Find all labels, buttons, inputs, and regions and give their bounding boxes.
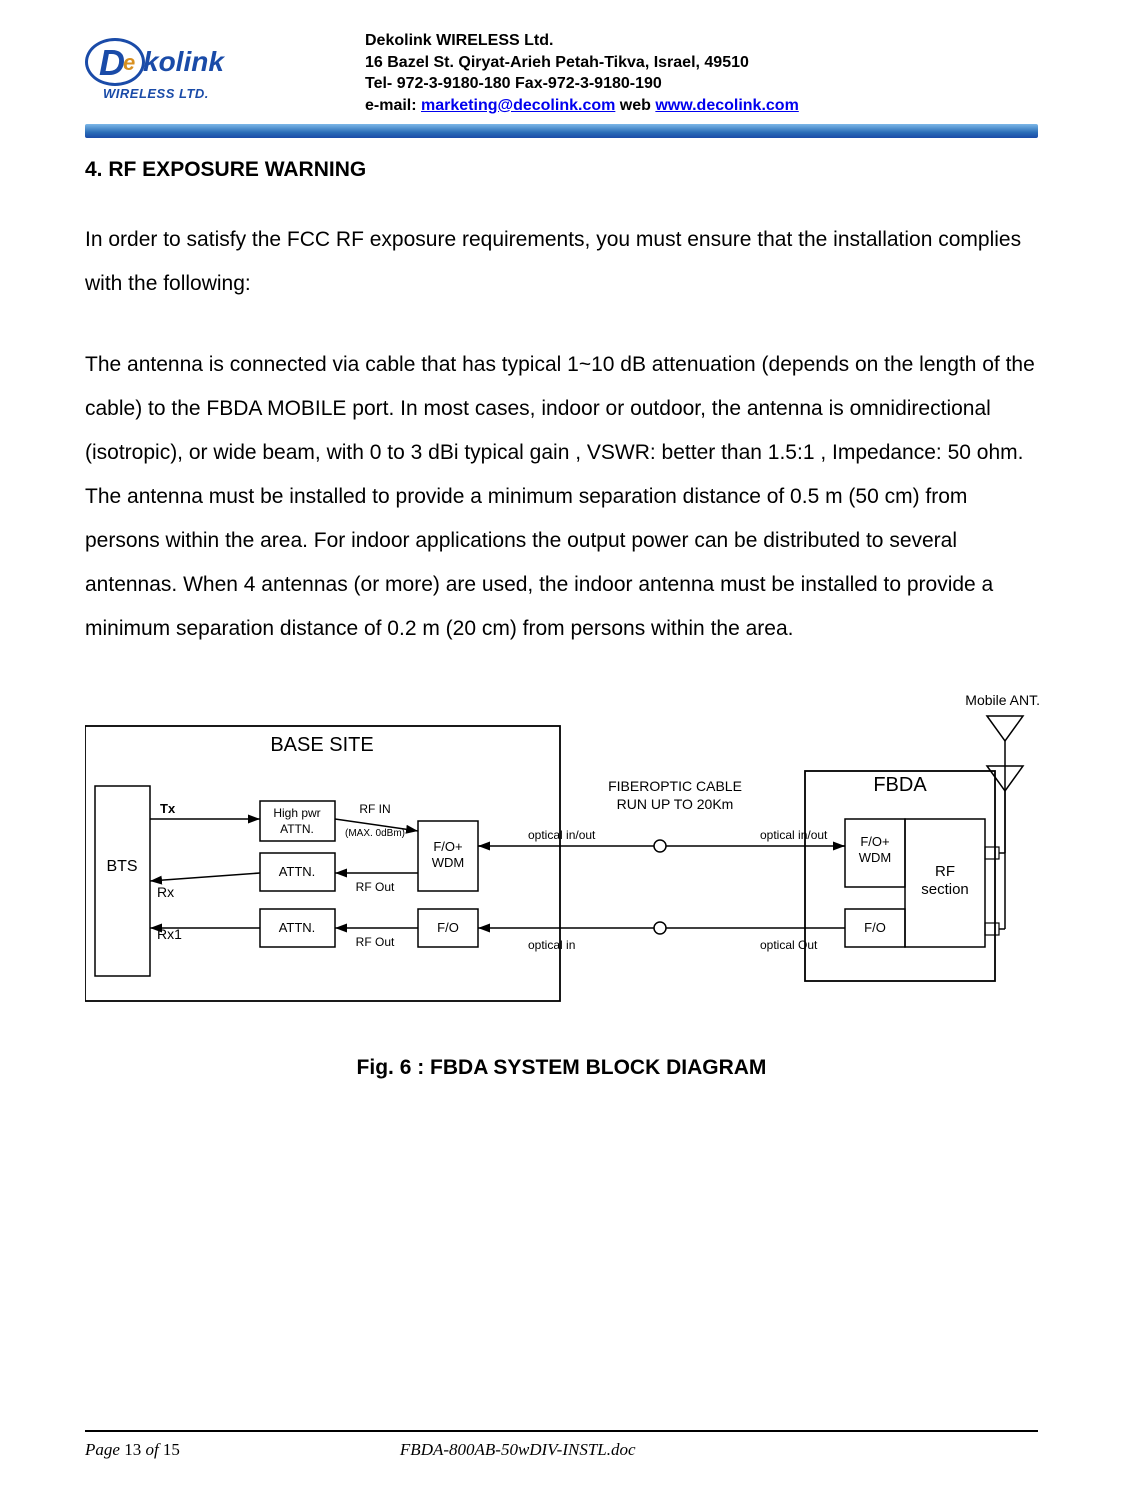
arrow-rx: [150, 873, 260, 881]
company-phone: Tel- 972-3-9180-180 Fax-972-3-9180-190: [365, 73, 799, 95]
header-divider-bar: [85, 124, 1038, 138]
bts-box: [95, 786, 150, 976]
fbda-label: FBDA: [873, 774, 927, 796]
optical-inout-right: optical in/out: [760, 828, 828, 842]
fo-wdm-label-1: F/O+: [433, 839, 462, 854]
optical-in-label: optical in: [528, 938, 575, 952]
company-name: Dekolink WIRELESS Ltd.: [365, 30, 799, 52]
body-text: In order to satisfy the FCC RF exposure …: [85, 218, 1038, 651]
rf-section-label-1: RF: [935, 863, 955, 880]
high-pwr-label-1: High pwr: [273, 806, 320, 820]
fbda-box: [805, 771, 995, 981]
base-site-box: [85, 726, 560, 1001]
fo-label-right: F/O: [864, 920, 886, 935]
page-header: D e kolink WIRELESS LTD. Dekolink WIRELE…: [85, 30, 1038, 116]
rf-connector-1: [985, 847, 999, 859]
fiber-connector-bottom: [654, 922, 666, 934]
rf-section-label-2: section: [921, 881, 969, 898]
block-diagram: Mobile ANT. BASE SITE BTS Tx Rx Rx1 High…: [85, 691, 1038, 1026]
section-title: 4. RF EXPOSURE WARNING: [85, 158, 1038, 182]
max-label: (MAX. 0dBm): [345, 828, 405, 839]
rf-in-label: RF IN: [359, 802, 390, 816]
paragraph-1: In order to satisfy the FCC RF exposure …: [85, 218, 1038, 306]
website-link[interactable]: www.decolink.com: [655, 97, 798, 114]
company-contact: e-mail: marketing@decolink.com web www.d…: [365, 95, 799, 117]
fo-label-left: F/O: [437, 920, 459, 935]
page-number: Page 13 of 15: [85, 1440, 180, 1460]
bts-label: BTS: [106, 858, 137, 875]
doc-filename: FBDA-800AB-50wDIV-INSTL.doc: [400, 1440, 636, 1460]
high-pwr-label-2: ATTN.: [280, 822, 314, 836]
page-footer: Page 13 of 15 FBDA-800AB-50wDIV-INSTL.do…: [85, 1430, 1038, 1460]
fiber-label-2: RUN UP TO 20Km: [617, 796, 734, 812]
fiber-label-1: FIBEROPTIC CABLE: [608, 778, 742, 794]
footer-divider: [85, 1430, 1038, 1432]
company-logo: D e kolink WIRELESS LTD.: [85, 30, 265, 110]
rf-out-label-2: RF Out: [356, 935, 395, 949]
fo-wdm-r-1: F/O+: [860, 834, 889, 849]
email-link[interactable]: marketing@decolink.com: [421, 97, 615, 114]
tx-label: Tx: [160, 801, 176, 816]
company-address: 16 Bazel St. Qiryat-Arieh Petah-Tikva, I…: [365, 52, 799, 74]
fiber-connector-top: [654, 840, 666, 852]
fo-wdm-label-2: WDM: [432, 855, 465, 870]
optical-inout-left: optical in/out: [528, 828, 596, 842]
rf-connector-2: [985, 923, 999, 935]
paragraph-2: The antenna is connected via cable that …: [85, 343, 1038, 652]
rx-label: Rx: [157, 884, 174, 900]
attn-label-1: ATTN.: [279, 864, 316, 879]
attn-label-2: ATTN.: [279, 920, 316, 935]
company-info: Dekolink WIRELESS Ltd. 16 Bazel St. Qiry…: [365, 30, 799, 116]
fo-wdm-r-2: WDM: [859, 850, 892, 865]
base-site-label: BASE SITE: [270, 734, 373, 756]
optical-out-label: optical Out: [760, 938, 818, 952]
rf-out-label-1: RF Out: [356, 880, 395, 894]
figure-caption: Fig. 6 : FBDA SYSTEM BLOCK DIAGRAM: [85, 1056, 1038, 1080]
mobile-ant-label: Mobile ANT.: [965, 692, 1040, 708]
